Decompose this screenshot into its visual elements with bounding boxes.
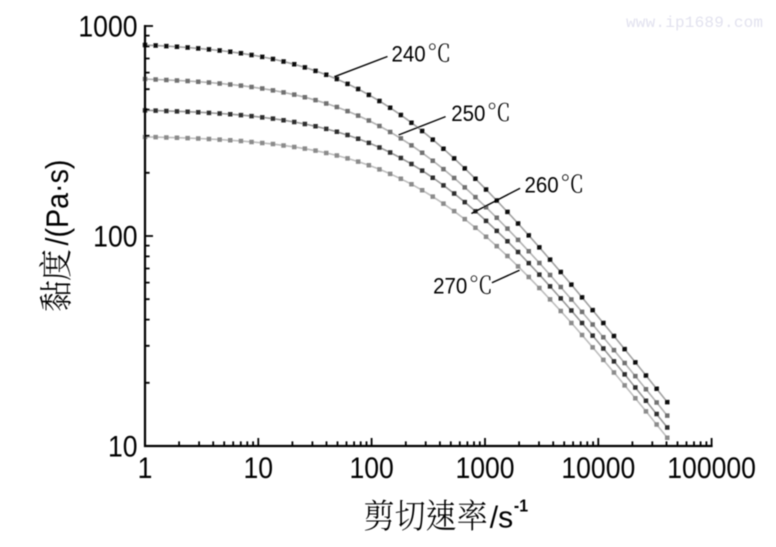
- svg-text:250: 250: [451, 101, 485, 126]
- svg-text:260: 260: [525, 173, 559, 198]
- svg-text:10: 10: [244, 452, 274, 484]
- svg-text:240: 240: [392, 42, 426, 67]
- svg-text:1000: 1000: [455, 452, 514, 484]
- svg-text:1: 1: [138, 452, 153, 484]
- svg-text:www.ip1689.com: www.ip1689.com: [626, 14, 763, 32]
- svg-text:100: 100: [349, 452, 393, 484]
- svg-text:100: 100: [93, 221, 137, 253]
- svg-text:270: 270: [433, 274, 467, 299]
- svg-text:100000: 100000: [667, 452, 756, 484]
- svg-text:10000: 10000: [561, 452, 635, 484]
- svg-text:1000: 1000: [78, 11, 137, 43]
- svg-text:-1: -1: [514, 496, 528, 516]
- svg-text:10: 10: [108, 431, 138, 463]
- svg-text:/(Pa·s): /(Pa·s): [41, 160, 76, 246]
- svg-text:/s: /s: [490, 500, 513, 535]
